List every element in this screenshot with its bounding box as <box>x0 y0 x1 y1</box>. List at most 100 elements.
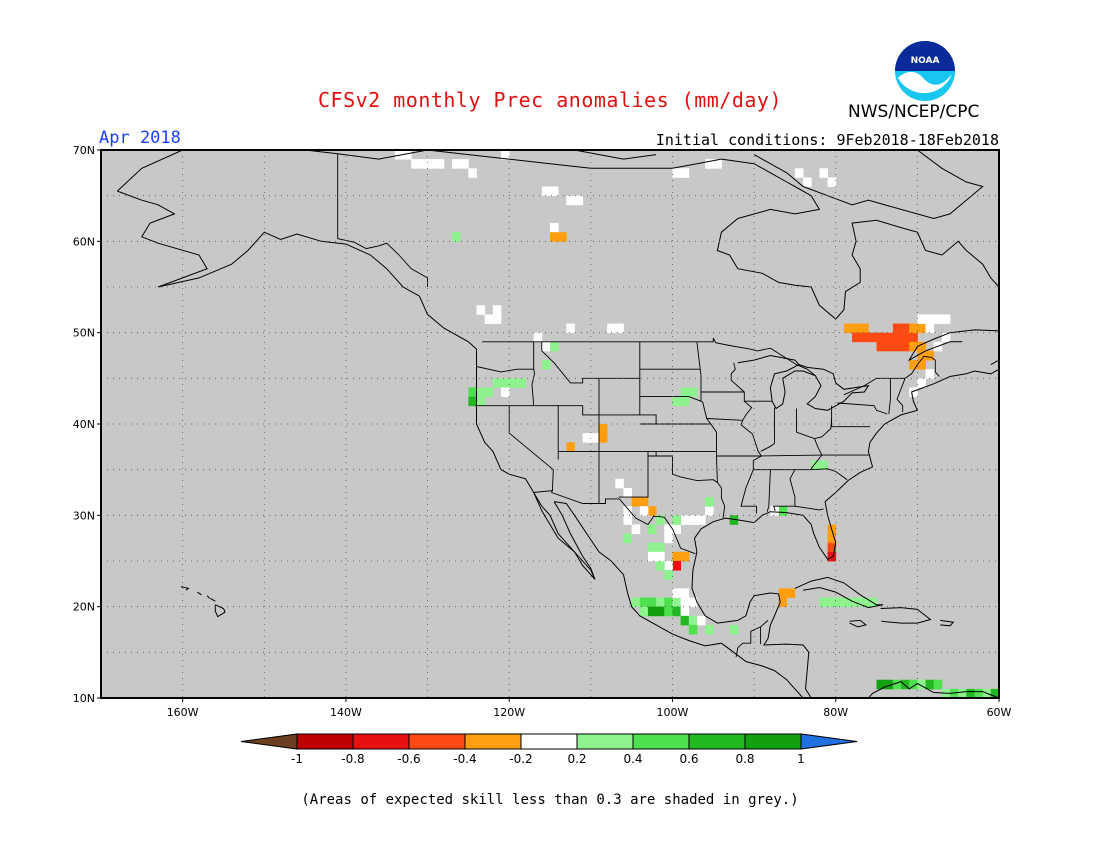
anomaly-cell <box>403 150 412 160</box>
colorbar-high-arrow <box>800 733 858 750</box>
anomaly-cell <box>639 506 649 516</box>
anomaly-cell <box>778 597 788 608</box>
anomaly-cell <box>843 323 853 334</box>
anomaly-cell <box>705 497 714 507</box>
anomaly-cell <box>688 387 698 397</box>
longitude-label: 60W <box>987 706 1012 719</box>
anomaly-cell <box>680 597 690 608</box>
political-border <box>716 455 718 483</box>
anomaly-cell <box>950 688 959 699</box>
anomaly-cell <box>672 597 682 608</box>
anomaly-cell <box>901 679 910 690</box>
anomaly-cell <box>664 533 673 544</box>
anomaly-cell <box>550 186 559 197</box>
anomaly-cell <box>966 688 975 699</box>
political-border <box>558 450 870 457</box>
anomaly-cell <box>631 497 641 507</box>
anomaly-cell <box>909 323 918 334</box>
longitude-label: 100W <box>657 706 689 719</box>
political-border <box>696 341 717 452</box>
chart-title: CFSv2 monthly Prec anomalies (mm/day) <box>317 88 783 112</box>
anomaly-cell <box>827 177 837 187</box>
anomaly-cell <box>925 350 935 361</box>
political-border <box>814 418 833 440</box>
anomaly-cell <box>688 597 698 608</box>
anomaly-cell <box>819 460 828 471</box>
political-border <box>766 469 771 512</box>
anomaly-cell <box>639 497 649 507</box>
anomaly-cell <box>901 323 910 334</box>
coastline <box>940 619 955 627</box>
political-border <box>531 341 535 406</box>
anomaly-cell <box>492 314 502 324</box>
anomaly-cell <box>917 314 926 324</box>
political-border <box>773 469 796 511</box>
anomaly-cell <box>419 159 428 169</box>
anomaly-cell <box>925 679 935 690</box>
political-border <box>794 505 824 511</box>
political-border <box>837 402 888 415</box>
political-border <box>796 431 823 456</box>
anomaly-cell <box>598 424 608 434</box>
anomaly-cell <box>819 168 828 178</box>
colorbar-segment <box>688 733 746 750</box>
anomaly-cell <box>672 551 682 562</box>
anomaly-cell <box>501 150 510 160</box>
anomaly-cell <box>656 597 665 608</box>
anomaly-cell <box>664 606 673 617</box>
anomaly-cell <box>917 350 926 361</box>
anomaly-cell <box>680 168 690 178</box>
anomaly-cell <box>909 360 918 370</box>
anomaly-cell <box>468 168 477 178</box>
anomaly-cell <box>705 159 714 169</box>
anomaly-cell <box>631 597 641 608</box>
anomaly-cell <box>925 369 935 379</box>
anomaly-cell <box>541 186 551 197</box>
latitude-label: 70N <box>73 144 95 157</box>
anomaly-cell <box>705 624 714 635</box>
longitude-labels: 160W 140W 120W 100W 80W 60W <box>167 698 1012 719</box>
anomaly-cell <box>933 314 943 324</box>
colorbar-segment <box>576 733 634 750</box>
coastline <box>206 595 210 599</box>
anomaly-cell <box>550 223 559 233</box>
anomaly-cell <box>468 396 477 407</box>
anomaly-cell <box>941 332 951 343</box>
anomaly-cell <box>484 387 494 397</box>
coastline <box>210 597 216 602</box>
anomaly-cell <box>909 679 918 690</box>
latitude-label: 50N <box>73 327 95 340</box>
anomaly-cell <box>590 433 600 443</box>
colorbar-label: 1 <box>797 752 805 766</box>
anomaly-cell <box>460 159 469 169</box>
colorbar-low-arrow <box>240 733 298 750</box>
anomaly-cell <box>819 597 828 608</box>
colorbar-segment <box>296 733 354 750</box>
colorbar-segment <box>408 733 466 750</box>
anomaly-cell <box>517 378 526 388</box>
anomaly-cell <box>574 195 584 206</box>
coastline <box>554 501 804 699</box>
colorbar-segment <box>744 733 802 750</box>
anomaly-cell <box>770 506 779 516</box>
coastline <box>214 604 226 618</box>
anomaly-cell <box>933 679 943 690</box>
anomaly-cell <box>656 515 665 525</box>
anomaly-cell <box>639 606 649 617</box>
anomaly-cell <box>778 506 788 516</box>
anomaly-cell <box>688 615 698 626</box>
anomaly-cell <box>884 679 894 690</box>
anomaly-cell <box>729 624 739 635</box>
political-border <box>843 355 940 396</box>
coastline <box>533 492 596 580</box>
anomaly-cell <box>631 524 641 534</box>
colorbar-label: -0.2 <box>509 752 532 766</box>
political-border <box>810 468 848 481</box>
anomaly-cell <box>680 396 690 407</box>
anomaly-cell <box>647 506 657 516</box>
anomaly-cell <box>901 332 910 343</box>
anomaly-cell <box>672 588 682 598</box>
anomaly-cell <box>696 515 706 525</box>
political-border <box>753 454 823 471</box>
